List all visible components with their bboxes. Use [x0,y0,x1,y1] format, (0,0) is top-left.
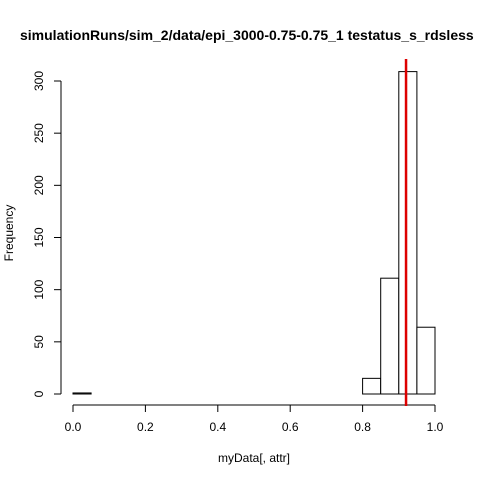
histogram-bar-17 [380,277,400,395]
y-tick-label-3: 150 [32,227,46,247]
x-tick-label-5: 1.0 [427,420,444,434]
histogram-bars [72,71,436,395]
y-tick-label-0: 0 [32,390,46,397]
histogram-bar-19 [416,326,436,395]
y-tick-label-6: 300 [32,71,46,91]
y-tick-label-4: 200 [32,175,46,195]
x-tick-label-1: 0.2 [137,420,154,434]
y-axis: 0 50 100 150 200 250 300 [32,71,62,397]
y-axis-label: Frequency [2,205,16,262]
y-tick-label-1: 50 [32,335,46,349]
chart-title: simulationRuns/sim_2/data/epi_3000-0.75-… [20,27,474,43]
histogram-bar-0 [72,392,92,395]
y-tick-label-5: 250 [32,123,46,143]
x-tick-label-2: 0.4 [209,420,226,434]
histogram-bar-18 [398,71,418,395]
x-tick-label-3: 0.6 [282,420,299,434]
x-axis-label: myData[, attr] [218,451,290,465]
histogram-bar-16 [362,377,382,395]
x-tick-label-4: 0.8 [354,420,371,434]
x-axis: 0.0 0.2 0.4 0.6 0.8 1.0 [65,404,444,434]
x-tick-label-0: 0.0 [65,420,82,434]
y-tick-label-2: 100 [32,279,46,299]
